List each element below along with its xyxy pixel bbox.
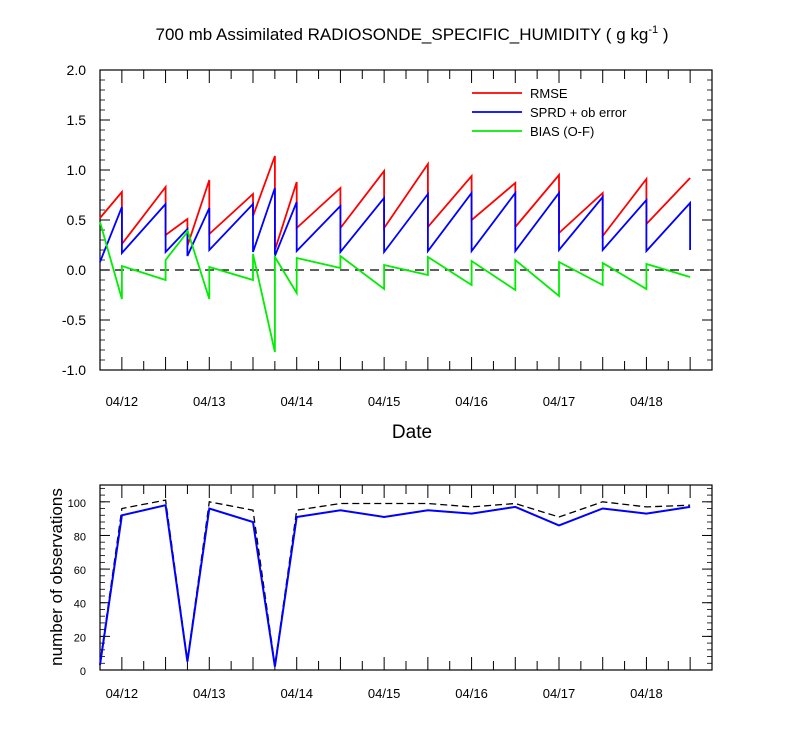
x-tick-label: 04/15: [368, 394, 401, 409]
x-tick-label: 04/12: [106, 686, 139, 701]
y-tick-label: 1.5: [67, 112, 87, 128]
bottom-series: [99, 499, 691, 667]
series-line-sprd-ob-error: [99, 187, 691, 263]
y-axis-label-observations: number of observations: [47, 488, 66, 666]
x-axis-label: Date: [392, 422, 432, 443]
series-line-bias-o-f: [99, 221, 691, 353]
x-tick-label: 04/13: [193, 686, 226, 701]
y-tick-label: 60: [74, 565, 86, 577]
legend-label: RMSE: [530, 86, 568, 101]
top-panel: -1.0 -0.5 0.0 0.5 1.0 1.5 2.0 04/12 04/13 04/14 04…: [62, 62, 713, 443]
y-tick-label: 100: [68, 498, 86, 510]
top-ticks: -1.0 -0.5 0.0 0.5 1.0 1.5 2.0 04/12 04/13 04/14 04…: [62, 62, 712, 409]
y-tick-label: 80: [74, 531, 86, 543]
x-tick-label: 04/17: [543, 686, 576, 701]
y-tick-label: 2.0: [67, 62, 87, 78]
y-tick-label: 20: [74, 632, 86, 644]
legend: RMSE SPRD + ob error BIAS (O-F): [472, 86, 627, 139]
y-tick-label: 0.5: [67, 212, 87, 228]
y-tick-label: -1.0: [62, 362, 86, 378]
x-tick-label: 04/13: [193, 394, 226, 409]
x-tick-label: 04/15: [368, 686, 401, 701]
top-series: [99, 155, 691, 353]
series-line-possible: [99, 499, 691, 666]
chart-title: 700 mb Assimilated RADIOSONDE_SPECIFIC_H…: [156, 24, 669, 44]
legend-label: SPRD + ob error: [530, 105, 627, 120]
x-tick-label: 04/17: [543, 394, 576, 409]
y-tick-label: 0: [80, 666, 86, 678]
x-tick-label: 04/14: [280, 394, 313, 409]
y-tick-label: -0.5: [62, 312, 86, 328]
x-tick-label: 04/16: [455, 394, 488, 409]
series-line-assimilated: [99, 503, 691, 667]
y-tick-label: 40: [74, 599, 86, 611]
y-tick-label: 1.0: [67, 162, 87, 178]
bottom-panel: 0 20 40 60 80 100 04/12 04/13 04/14 04/15 04/16 04/…: [47, 484, 713, 701]
x-tick-label: 04/16: [455, 686, 488, 701]
x-tick-label: 04/18: [630, 686, 663, 701]
legend-label: BIAS (O-F): [530, 124, 594, 139]
x-tick-label: 04/18: [630, 394, 663, 409]
y-tick-label: 0.0: [67, 262, 87, 278]
bottom-ticks: 0 20 40 60 80 100 04/12 04/13 04/14 04/15 04/16 04/…: [68, 485, 712, 701]
x-tick-label: 04/12: [106, 394, 139, 409]
x-tick-label: 04/14: [280, 686, 313, 701]
